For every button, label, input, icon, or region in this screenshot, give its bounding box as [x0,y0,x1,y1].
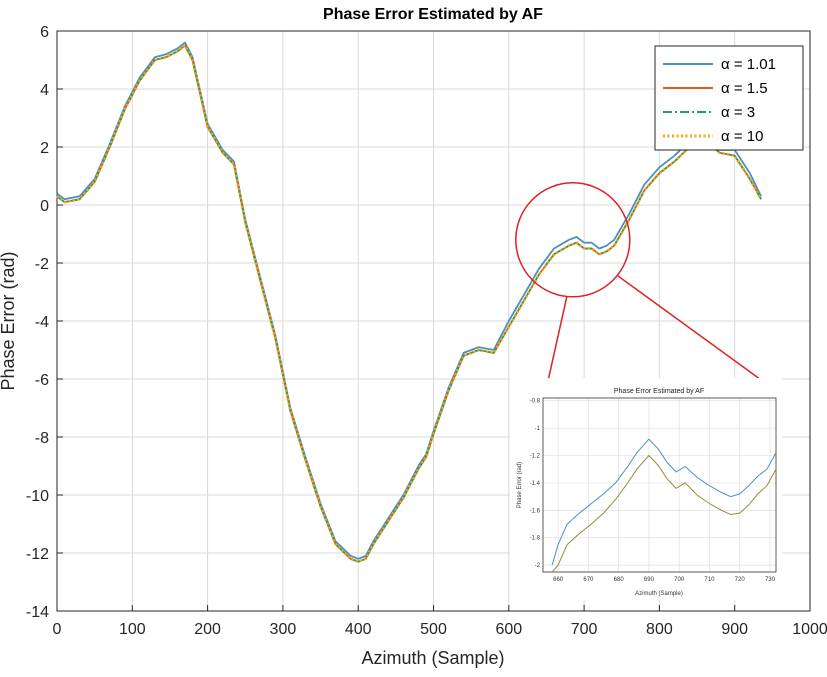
x-tick-label: 700 [571,621,598,638]
x-tick-label: 300 [270,621,297,638]
y-tick-label: -2 [35,256,49,273]
inset-background [510,378,782,600]
zoom-circle [515,182,631,298]
inset-y-axis-title: Phase Error (rad) [517,462,523,508]
inset-chart: 660 670 680 690 700 710 720 730 -0.8 -1 -1.2 -1.4 -1… [510,378,782,600]
inset-series-lines [551,438,777,573]
x-tick-label: 200 [194,621,221,638]
inset-x-axis-title: Azimuth (Sample) [635,591,683,597]
series-line-1 [56,41,762,560]
x-tick-label: 0 [53,621,62,638]
inset-y-tick-label: -0.8 [530,399,541,405]
inset-plot-border [542,397,777,573]
inset-title: Phase Error Estimated by AF [614,388,704,395]
y-tick-label: -12 [26,546,49,563]
x-tick-label: 600 [495,621,522,638]
legend-label-2: α = 1.5 [721,80,768,97]
inset-x-tick-label: 730 [765,577,776,583]
main-tick-labels: 0 100 200 300 400 500 600 700 800 900 1000 6 4 2 0 -2 -4… [26,24,827,638]
inset-y-tick-label: -1.8 [530,536,541,542]
inset-y-tick-label: -1.4 [530,481,541,487]
y-tick-label: -10 [26,488,49,505]
y-tick-label: -4 [35,314,49,331]
y-tick-label: 2 [40,140,49,157]
y-tick-label: 6 [40,24,49,41]
y-tick-label: 4 [40,82,49,99]
inset-x-tick-label: 660 [553,577,564,583]
x-tick-label: 500 [420,621,447,638]
inset-x-tick-label: 700 [674,577,685,583]
legend-label-1: α = 1.01 [721,56,776,73]
inset-x-tick-label: 690 [644,577,655,583]
x-tick-label: 100 [119,621,146,638]
main-series-lines [56,41,763,564]
zoom-connector-left [545,296,568,391]
inset-x-tick-label: 710 [704,577,715,583]
x-tick-label: 900 [721,621,748,638]
inset-y-tick-label: -1.2 [530,454,541,460]
x-tick-label: 1000 [792,621,827,638]
inset-y-tick-label: -2 [535,563,541,569]
inset-y-tick-label: -1 [535,426,541,432]
y-tick-label: -14 [26,604,49,621]
inset-tick-labels: 660 670 680 690 700 710 720 730 -0.8 -1 -1.2 -1.4 -1… [530,399,776,583]
inset-series-line-1 [551,438,777,566]
y-tick-label: 0 [40,198,49,215]
inset-x-tick-label: 670 [583,577,594,583]
legend: α = 1.01 α = 1.5 α = 3 α = 10 [654,45,804,151]
series-line-3 [56,44,762,563]
inset-x-tick-label: 680 [614,577,625,583]
y-tick-label: -8 [35,430,49,447]
inset-series-line-2 [551,454,777,573]
x-axis-title: Azimuth (Sample) [361,648,504,668]
chart-title: Phase Error Estimated by AF [323,6,543,23]
inset-y-tick-label: -1.6 [530,508,541,514]
zoom-connector-right [617,275,776,391]
x-tick-label: 800 [646,621,673,638]
inset-grid [543,398,776,572]
y-tick-label: -6 [35,372,49,389]
zoom-annotation [515,182,776,391]
legend-label-4: α = 10 [721,128,763,145]
y-axis-title: Phase Error (rad) [0,251,18,390]
legend-label-3: α = 3 [721,104,755,121]
x-tick-label: 400 [345,621,372,638]
inset-x-tick-label: 720 [735,577,746,583]
